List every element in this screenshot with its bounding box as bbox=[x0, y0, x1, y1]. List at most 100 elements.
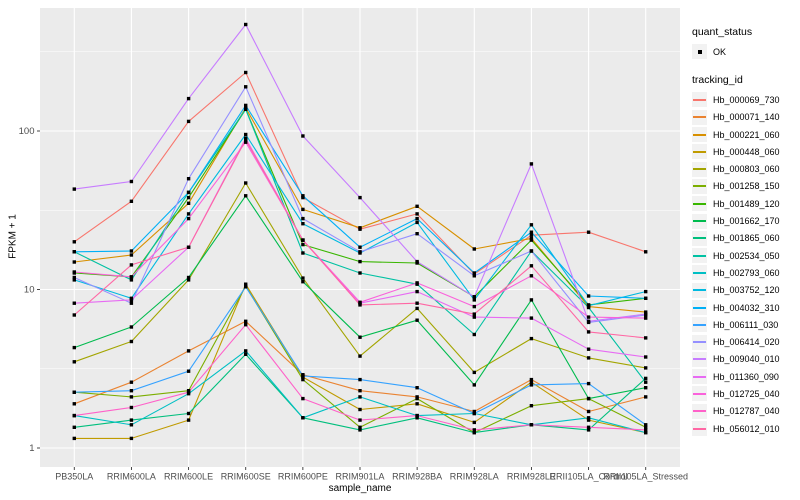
data-point bbox=[301, 242, 305, 247]
data-point bbox=[244, 282, 248, 286]
legend-key-line bbox=[693, 150, 706, 153]
legend-item-label: Hb_004032_310 bbox=[713, 302, 780, 313]
data-point bbox=[129, 298, 134, 302]
data-point bbox=[415, 259, 419, 264]
data-point bbox=[301, 396, 305, 401]
data-point bbox=[186, 195, 191, 200]
data-point bbox=[301, 216, 305, 221]
legend-key-box bbox=[692, 161, 707, 177]
legend-item-label: Hb_009040_010 bbox=[713, 354, 780, 365]
data-point bbox=[586, 428, 591, 432]
data-point bbox=[186, 201, 191, 205]
legend-key-line bbox=[693, 185, 706, 188]
data-point bbox=[472, 430, 476, 435]
data-point bbox=[586, 294, 591, 298]
data-point bbox=[244, 285, 248, 289]
legend-item-label: Hb_001662_170 bbox=[713, 216, 780, 227]
legend-item-label: Hb_002534_050 bbox=[713, 250, 780, 261]
data-point bbox=[186, 119, 191, 124]
data-point bbox=[415, 413, 419, 418]
data-point bbox=[529, 230, 534, 234]
legend-quant-status-title: quant_status bbox=[692, 26, 753, 38]
legend-item: Hb_003752_120 bbox=[692, 282, 798, 299]
data-point bbox=[129, 249, 134, 253]
data-point bbox=[301, 251, 305, 255]
x-axis-title: sample_name bbox=[328, 483, 392, 494]
data-point bbox=[358, 418, 362, 422]
data-point bbox=[72, 260, 76, 264]
data-point bbox=[358, 354, 362, 358]
data-point bbox=[472, 370, 476, 375]
data-point bbox=[644, 312, 648, 316]
y-axis-title: FPKM + 1 bbox=[7, 214, 19, 259]
data-point bbox=[186, 418, 191, 422]
legend-item-label: Hb_006111_030 bbox=[713, 319, 779, 330]
legend-item: Hb_006111_030 bbox=[692, 316, 798, 333]
data-point bbox=[644, 366, 648, 370]
data-point bbox=[72, 240, 76, 244]
legend-item-label: Hb_001489_120 bbox=[713, 198, 780, 209]
legend-item-label: Hb_003752_120 bbox=[713, 285, 780, 296]
x-tick-label: RRIM928LA bbox=[450, 472, 499, 482]
data-point bbox=[358, 425, 362, 429]
data-point bbox=[644, 310, 648, 314]
data-point bbox=[129, 253, 134, 257]
data-point bbox=[72, 301, 76, 305]
y-tick-label: 1 bbox=[29, 443, 34, 454]
legend-item-label: Hb_001258_150 bbox=[713, 181, 780, 192]
data-point bbox=[586, 418, 591, 422]
data-point bbox=[358, 395, 362, 399]
data-point bbox=[244, 140, 248, 144]
legend-item-label: OK bbox=[713, 46, 727, 57]
x-tick-label: RRII105LA_Stressed bbox=[603, 472, 688, 482]
data-point bbox=[129, 405, 134, 410]
data-point bbox=[644, 386, 648, 390]
data-point bbox=[301, 194, 305, 198]
data-point bbox=[586, 304, 591, 308]
data-point bbox=[529, 336, 534, 341]
data-point bbox=[358, 300, 362, 304]
data-point bbox=[472, 409, 476, 414]
legend-item: Hb_000071_140 bbox=[692, 109, 798, 126]
legend-item-label: Hb_000069_730 bbox=[713, 94, 780, 105]
legend-quant-status-section: quant_status OK bbox=[692, 26, 798, 60]
data-point bbox=[244, 323, 248, 327]
legend-key-line bbox=[693, 289, 706, 292]
x-tick-label: RRIM600LE bbox=[164, 472, 213, 482]
y-tick-label: 10 bbox=[24, 285, 35, 296]
data-point bbox=[244, 319, 248, 323]
legend-item: Hb_001258_150 bbox=[692, 178, 798, 195]
data-point bbox=[586, 416, 591, 420]
data-point bbox=[186, 190, 191, 195]
data-point bbox=[186, 275, 191, 280]
data-point bbox=[529, 298, 534, 302]
legend-item: Hb_001662_170 bbox=[692, 212, 798, 229]
legend-item: Hb_009040_010 bbox=[692, 351, 798, 368]
legend-key-box bbox=[692, 300, 707, 315]
legend-item-label: Hb_000448_060 bbox=[713, 146, 780, 157]
x-tick-label: RRIM600PE bbox=[278, 472, 328, 482]
legend-item-label: Hb_012725_040 bbox=[713, 388, 780, 399]
data-point bbox=[244, 138, 248, 142]
data-point bbox=[472, 247, 476, 251]
legend-key-box bbox=[692, 282, 707, 298]
data-point bbox=[301, 222, 305, 226]
data-point bbox=[415, 204, 419, 208]
data-point bbox=[415, 289, 419, 294]
data-point bbox=[415, 301, 419, 305]
x-tick-label: RRIM901LA bbox=[335, 472, 384, 482]
data-point bbox=[415, 216, 419, 221]
data-point bbox=[72, 360, 76, 364]
legend-key-box bbox=[692, 403, 707, 419]
data-point bbox=[72, 270, 76, 274]
data-point bbox=[129, 275, 134, 279]
legend-key-line bbox=[693, 271, 706, 274]
legend-item: Hb_004032_310 bbox=[692, 299, 798, 316]
data-point bbox=[186, 278, 191, 282]
data-point bbox=[301, 207, 305, 212]
data-point bbox=[186, 369, 191, 373]
legend-key-line bbox=[693, 202, 706, 205]
data-point bbox=[415, 220, 419, 225]
data-point bbox=[301, 238, 305, 242]
data-point bbox=[644, 355, 648, 359]
